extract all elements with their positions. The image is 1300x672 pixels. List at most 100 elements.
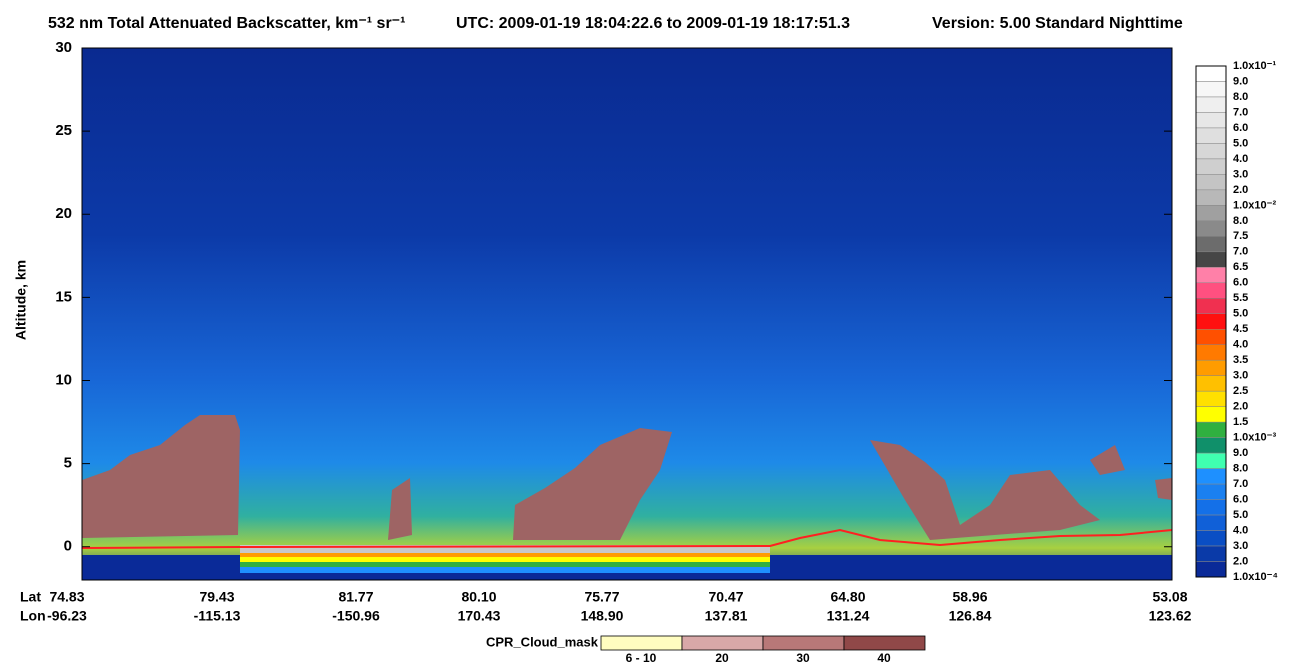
colorbar-bin <box>1195 437 1227 454</box>
lon-tick-label: -96.23 <box>47 608 87 624</box>
colorbar-label: 3.0 <box>1233 540 1248 552</box>
mask-label: CPR_Cloud_mask <box>486 634 599 649</box>
colorbar-bin <box>1195 158 1227 175</box>
lat-tick-label: 80.10 <box>461 589 496 605</box>
plot-frame <box>81 47 1173 581</box>
colorbar-label: 3.0 <box>1233 370 1248 382</box>
colorbar-bin <box>1195 65 1227 82</box>
colorbar-label: 3.5 <box>1233 354 1248 366</box>
colorbar-bin <box>1195 81 1227 98</box>
colorbar-bin <box>1195 328 1227 345</box>
colorbar-bin <box>1195 483 1227 500</box>
mask-swatch <box>843 635 926 651</box>
colorbar-bin <box>1195 298 1227 315</box>
mask-category: 6 - 10 <box>626 651 657 665</box>
y-tick-label: 20 <box>55 205 72 222</box>
colorbar-label: 8.0 <box>1233 463 1248 475</box>
lon-tick-label: 126.84 <box>949 608 992 624</box>
mask-swatch <box>762 635 845 651</box>
mask-swatch <box>681 635 764 651</box>
colorbar-bin <box>1195 205 1227 222</box>
colorbar-label: 1.0x10⁻² <box>1233 199 1276 211</box>
colorbar-label: 5.0 <box>1233 509 1248 521</box>
mask-swatch <box>600 635 683 651</box>
y-tick-label: 15 <box>55 288 72 305</box>
colorbar-label: 1.0x10⁻⁴ <box>1233 571 1278 583</box>
colorbar-label: 6.0 <box>1233 493 1248 505</box>
lat-tick-label: 74.83 <box>49 589 84 605</box>
colorbar-label: 3.0 <box>1233 168 1248 180</box>
colorbar-bin <box>1195 406 1227 423</box>
y-tick-label: 30 <box>55 39 72 56</box>
colorbar-bin <box>1195 421 1227 438</box>
lat-tick-label: 75.77 <box>584 589 619 605</box>
colorbar-bin <box>1195 313 1227 330</box>
colorbar-label: 7.0 <box>1233 246 1248 258</box>
lat-label: Lat <box>20 589 41 605</box>
colorbar-bin <box>1195 220 1227 237</box>
colorbar-label: 5.0 <box>1233 137 1248 149</box>
colorbar-label: 2.0 <box>1233 555 1248 567</box>
lon-tick-label: -150.96 <box>332 608 380 624</box>
colorbar-bin <box>1195 282 1227 299</box>
colorbar-bin <box>1195 344 1227 361</box>
colorbar-bin <box>1195 375 1227 392</box>
colorbar-label: 1.0x10⁻³ <box>1233 432 1276 444</box>
colorbar-bin <box>1195 530 1227 547</box>
colorbar-label: 8.0 <box>1233 215 1248 227</box>
colorbar-bin <box>1195 174 1227 191</box>
colorbar-label: 2.0 <box>1233 184 1248 196</box>
colorbar-bin <box>1195 236 1227 253</box>
lat-tick-label: 81.77 <box>338 589 373 605</box>
colorbar-label: 5.0 <box>1233 308 1248 320</box>
lon-tick-label: 123.62 <box>1149 608 1192 624</box>
colorbar-frame <box>1195 65 1227 578</box>
y-tick-label: 25 <box>55 122 72 139</box>
colorbar-bin <box>1195 452 1227 469</box>
colorbar-bin <box>1195 189 1227 206</box>
lon-tick-label: 148.90 <box>581 608 624 624</box>
colorbar-label: 1.0x10⁻¹ <box>1233 60 1276 72</box>
colorbar-bin <box>1195 251 1227 268</box>
colorbar-label: 5.5 <box>1233 292 1248 304</box>
y-tick-label: 0 <box>64 538 72 555</box>
colorbar-bin <box>1195 545 1227 562</box>
colorbar-label: 7.5 <box>1233 230 1248 242</box>
version: Version: 5.00 Standard Nighttime <box>932 15 1183 32</box>
colorbar-bin <box>1195 359 1227 376</box>
lon-tick-label: 137.81 <box>705 608 748 624</box>
colorbar-label: 2.5 <box>1233 385 1248 397</box>
lat-tick-label: 64.80 <box>830 589 865 605</box>
colorbar-label: 6.0 <box>1233 277 1248 289</box>
mask-category: 40 <box>877 651 891 665</box>
lon-tick-label: -115.13 <box>194 608 241 624</box>
colorbar-label: 4.0 <box>1233 524 1248 536</box>
colorbar-bin <box>1195 468 1227 485</box>
colorbar-label: 4.0 <box>1233 153 1248 165</box>
colorbar-label: 9.0 <box>1233 447 1248 459</box>
y-tick-label: 5 <box>64 455 72 472</box>
colorbar-bin <box>1195 390 1227 407</box>
colorbar-label: 9.0 <box>1233 75 1248 87</box>
colorbar-label: 2.0 <box>1233 401 1248 413</box>
lon-tick-label: 170.43 <box>458 608 501 624</box>
colorbar-label: 6.5 <box>1233 261 1248 273</box>
colorbar-label: 7.0 <box>1233 478 1248 490</box>
colorbar-bin <box>1195 499 1227 516</box>
colorbar-bin <box>1195 267 1227 284</box>
lon-tick-label: 131.24 <box>827 608 870 624</box>
colorbar-label: 7.0 <box>1233 106 1248 118</box>
mask-category: 20 <box>715 651 729 665</box>
plot-background <box>81 48 1173 580</box>
utc-range: UTC: 2009-01-19 18:04:22.6 to 2009-01-19… <box>456 15 850 32</box>
chart-title: 532 nm Total Attenuated Backscatter, km⁻… <box>48 15 405 32</box>
colorbar-bin <box>1195 561 1227 578</box>
lat-tick-label: 58.96 <box>952 589 987 605</box>
colorbar-label: 4.5 <box>1233 323 1248 335</box>
colorbar-bin <box>1195 127 1227 144</box>
colorbar-bin <box>1195 96 1227 113</box>
colorbar-bin <box>1195 514 1227 531</box>
lon-label: Lon <box>20 608 46 624</box>
y-axis-label: Altitude, km <box>13 260 29 340</box>
